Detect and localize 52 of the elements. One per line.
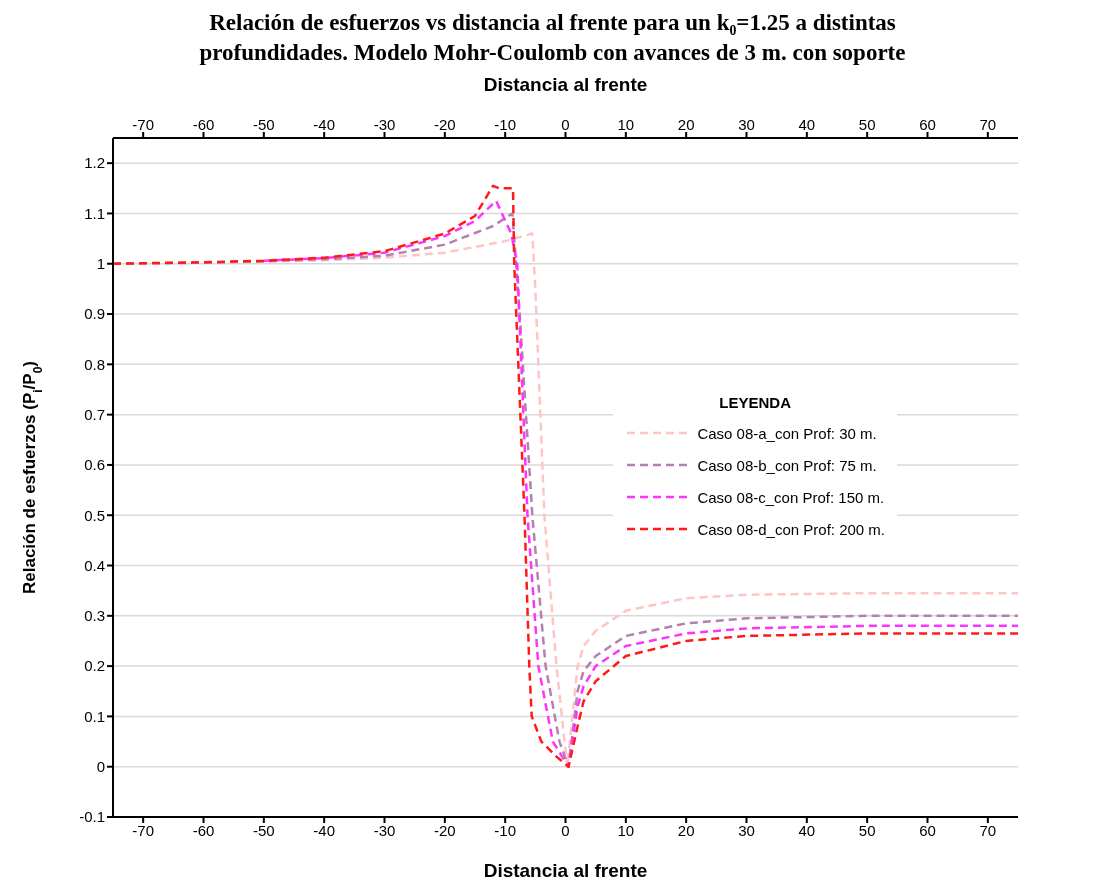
x-tick-label: -70 <box>132 821 155 839</box>
x-tick-label: 0 <box>561 821 570 839</box>
x2-tick-label: 30 <box>738 116 755 133</box>
x2-tick-label: -50 <box>252 116 275 133</box>
legend-label: Caso 08-d_con Prof: 200 m. <box>697 520 885 538</box>
x-tick-label: -60 <box>192 821 215 839</box>
y-tick-label: 1 <box>96 255 105 273</box>
y-tick-label: 1.1 <box>84 204 105 222</box>
x2-tick-label: 70 <box>979 116 997 133</box>
y-tick-label: 0.1 <box>84 707 105 725</box>
x-tick-label: -20 <box>433 821 456 839</box>
legend-label: Caso 08-b_con Prof: 75 m. <box>697 456 877 474</box>
y-tick-label: -0.1 <box>79 808 105 826</box>
x2-tick-label: -70 <box>132 116 155 133</box>
y-tick-label: 0.6 <box>84 456 105 474</box>
x2-tick-label: -60 <box>192 116 215 133</box>
legend-title: LEYENDA <box>718 394 793 411</box>
y-tick-label: 0 <box>96 758 105 776</box>
x2-tick-label: -10 <box>494 116 517 133</box>
x-tick-label: 50 <box>858 821 876 839</box>
x-tick-label: 60 <box>919 821 936 839</box>
x2-tick-label: 40 <box>798 116 816 133</box>
x2-tick-label: 60 <box>919 116 936 133</box>
x-tick-label: 20 <box>677 821 695 839</box>
x-tick-label: 40 <box>798 821 816 839</box>
y-tick-label: 0.2 <box>84 657 105 675</box>
x-tick-label: -30 <box>373 821 396 839</box>
x-tick-label: -10 <box>494 821 517 839</box>
x-tick-label: 10 <box>617 821 635 839</box>
x2-tick-label: -30 <box>373 116 396 133</box>
y-tick-label: 0.8 <box>84 355 105 373</box>
x-tick-label: 30 <box>738 821 755 839</box>
y-tick-label: 0.7 <box>84 405 105 423</box>
x-axis-title: Distancia al frente <box>483 860 648 881</box>
x-tick-label: -50 <box>252 821 275 839</box>
x2-axis-title: Distancia al frente <box>483 74 648 96</box>
x2-tick-label: -40 <box>313 116 336 133</box>
y-tick-label: 0.5 <box>84 506 105 524</box>
x2-tick-label: 20 <box>677 116 695 133</box>
y-tick-label: 0.4 <box>84 556 105 574</box>
x2-tick-label: 0 <box>561 116 570 133</box>
x-tick-label: 70 <box>979 821 997 839</box>
x2-tick-label: 50 <box>858 116 876 133</box>
x2-tick-label: 10 <box>617 116 635 133</box>
y-tick-label: 0.9 <box>84 305 105 323</box>
legend-label: Caso 08-a_con Prof: 30 m. <box>697 424 877 442</box>
y-tick-label: 1.2 <box>84 154 105 172</box>
y-tick-label: 0.3 <box>84 607 105 625</box>
chart-title: Relación de esfuerzos vs distancia al frente para un k₀=1.25 a distintas profundidades. Modelo Mohr-Coulomb con avances de 3 m. con soporte <box>198 9 907 67</box>
x-tick-label: -40 <box>313 821 336 839</box>
x2-tick-label: -20 <box>433 116 456 133</box>
legend-label: Caso 08-c_con Prof: 150 m. <box>697 488 885 506</box>
